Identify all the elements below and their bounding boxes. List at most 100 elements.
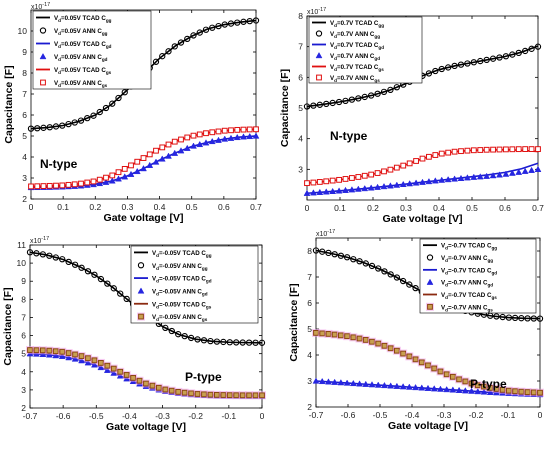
chart-n-type-vd-0.7: 0 0.1 0.2 0.3 0.4 0.5 0.6 0.7 3 4 5 6 7 8 x10-17 Gate v… (279, 7, 544, 225)
marker-triangle (97, 363, 105, 371)
x-tick-label: 0.1 (57, 202, 69, 212)
legend-entry-text: =-0.7V ANN C (448, 304, 488, 311)
marker-square (426, 153, 432, 160)
marker-triangle (387, 382, 395, 389)
marker-circle (181, 333, 188, 340)
marker-triangle (303, 189, 311, 196)
marker-circle (315, 30, 323, 37)
y-tick-label: 7 (298, 42, 303, 52)
x-tick-label: -0.6 (341, 410, 356, 420)
legend-entry-text: =0.7V TCAD C (337, 64, 379, 71)
marker-triangle (431, 177, 439, 184)
marker-triangle (315, 51, 323, 59)
marker-circle (331, 251, 338, 258)
marker-circle (511, 314, 519, 322)
legend-swatch (39, 27, 47, 34)
marker-circle (335, 98, 343, 106)
marker-circle (104, 280, 111, 287)
marker-square (130, 375, 137, 381)
y-tick-label: 4 (21, 367, 26, 377)
marker-square (449, 373, 456, 380)
legend-entry-sub1: d (156, 291, 159, 296)
marker-triangle (486, 388, 494, 395)
marker-triangle (202, 139, 210, 146)
x-tick-label: 0.1 (334, 203, 346, 213)
y-tick-label: 3 (298, 164, 303, 174)
marker-circle (457, 61, 465, 68)
marker-circle (77, 117, 85, 124)
marker-circle (233, 339, 240, 346)
marker-triangle (335, 187, 343, 194)
x-axis-label: Gate voltage [V] (383, 213, 463, 225)
marker-square (153, 147, 159, 154)
marker-circle (342, 97, 349, 104)
marker-circle (168, 327, 175, 335)
legend-entry-base: V (54, 15, 59, 22)
marker-square (91, 357, 98, 364)
marker-circle (348, 96, 356, 103)
series-markers-5 (312, 328, 544, 397)
marker-triangle (474, 388, 482, 395)
legend-entry-sub2: gs (106, 70, 112, 75)
marker-square (419, 155, 426, 162)
legend-entry-base: V (330, 53, 335, 60)
marker-triangle (177, 147, 185, 154)
legend-entry-label: Vd=-0.05V ANN Cgd (152, 288, 208, 296)
marker-square (304, 180, 310, 187)
x-tick-label: 0.3 (400, 203, 412, 213)
marker-circle (90, 112, 97, 119)
marker-triangle (165, 152, 172, 159)
marker-triangle (133, 167, 141, 175)
legend-box (419, 238, 537, 314)
marker-triangle (399, 180, 407, 188)
marker-circle (234, 19, 241, 26)
marker-square (412, 356, 419, 363)
marker-triangle (52, 352, 60, 359)
marker-square (462, 378, 469, 385)
series-markers-3 (303, 165, 542, 196)
series-markers-5 (28, 126, 259, 190)
marker-triangle (137, 287, 145, 294)
chart-n-type-vd-0.05: 0 0.1 0.2 0.3 0.4 0.5 0.6 0.7 2 3 4 5 6 7 8 9 10 x10-17 Ga… (3, 2, 262, 224)
marker-square (71, 181, 78, 188)
x-tick-label: 0.2 (89, 202, 101, 212)
marker-triangle (190, 142, 197, 149)
marker-square (310, 179, 317, 186)
marker-square (490, 146, 496, 153)
legend-entry-text: =-0.05V TCAD C (159, 301, 206, 308)
marker-circle (200, 337, 208, 344)
marker-triangle (380, 182, 388, 190)
marker-triangle (508, 169, 516, 176)
marker-triangle (418, 384, 426, 391)
marker-square (344, 333, 351, 340)
marker-triangle (140, 165, 147, 172)
legend-entry-label: Vd=-0.05V TCAD Cgd (152, 276, 212, 284)
y-exponent-label: x10-17 (30, 236, 49, 245)
y-axis-label: Capacitance [F] (288, 283, 300, 361)
legend-entry-label: Vd=-0.05V TCAD Cgg (152, 250, 212, 258)
y-tick-label: 5 (22, 131, 27, 141)
legend-entry-sub2: gd (102, 57, 108, 62)
y-tick-label: 3 (22, 173, 27, 183)
marker-circle (522, 47, 529, 55)
legend-entry-label: Vd=-0.7V TCAD Cgg (441, 243, 497, 251)
marker-square (431, 365, 438, 372)
x-tick-label: 0 (29, 202, 34, 212)
marker-square (368, 171, 375, 178)
marker-square (149, 382, 156, 389)
series-markers-5 (304, 146, 541, 187)
legend-entry-text: =-0.05V ANN C (159, 263, 202, 270)
marker-square (65, 350, 72, 356)
y-exponent-power: -17 (42, 2, 50, 8)
series-markers-1 (26, 249, 266, 346)
marker-circle (438, 65, 445, 73)
marker-triangle (412, 383, 419, 391)
legend-entry-sub2: gg (491, 246, 497, 251)
legend-swatch (40, 79, 46, 86)
legend-entry-sub2: gs (378, 67, 384, 72)
legend-entry-text: =0.7V ANN C (337, 53, 375, 60)
marker-circle (137, 262, 145, 269)
marker-square (512, 388, 519, 395)
marker-triangle (489, 172, 497, 179)
marker-triangle (342, 186, 349, 193)
